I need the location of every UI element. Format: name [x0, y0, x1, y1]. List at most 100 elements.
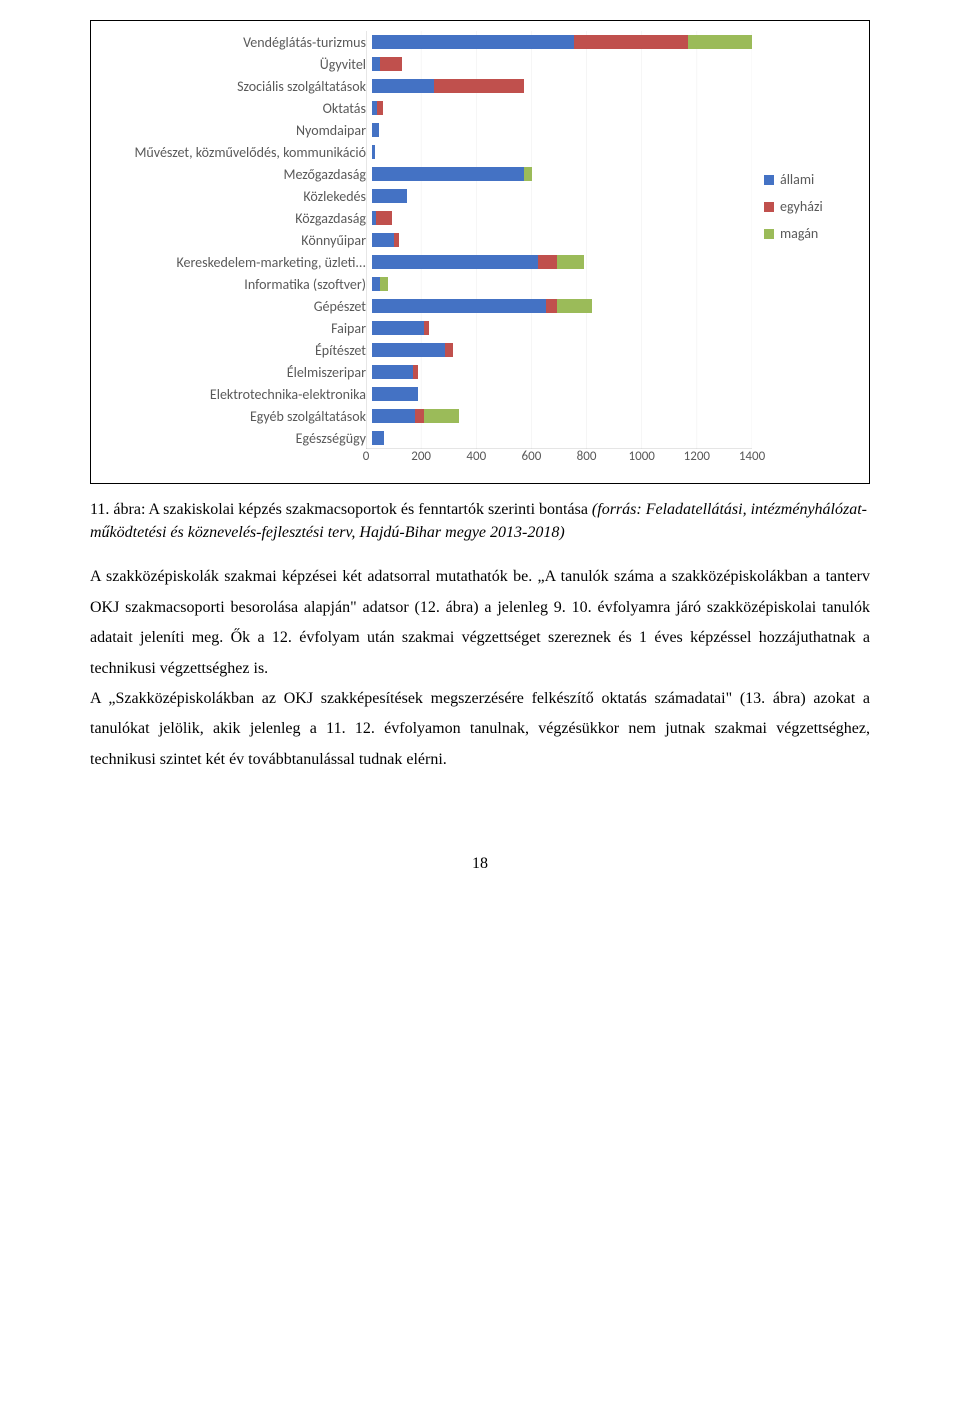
bar-track — [372, 189, 752, 203]
category-label: Gépészet — [101, 298, 372, 315]
bar-segment — [372, 255, 538, 269]
bar-track — [372, 277, 752, 291]
chart-row: Elektrotechnika-elektronika — [101, 383, 752, 405]
category-label: Vendéglátás-turizmus — [101, 34, 372, 51]
bar-track — [372, 343, 752, 357]
bar-track — [372, 145, 752, 159]
chart-row: Mezőgazdaság — [101, 163, 752, 185]
chart-row: Oktatás — [101, 97, 752, 119]
bar-track — [372, 123, 752, 137]
bar-segment — [546, 299, 557, 313]
bar-segment — [372, 189, 407, 203]
legend-label: egyházi — [780, 198, 823, 215]
bar-segment — [445, 343, 453, 357]
chart-row: Szociális szolgáltatások — [101, 75, 752, 97]
body-paragraphs: A szakközépiskolák szakmai képzései két … — [90, 562, 870, 775]
legend-swatch — [764, 175, 774, 185]
bar-track — [372, 211, 752, 225]
bar-segment — [557, 255, 584, 269]
category-label: Oktatás — [101, 100, 372, 117]
bar-segment — [376, 211, 392, 225]
x-tick-label: 0 — [363, 449, 370, 464]
caption-text: 11. ábra: A szakiskolai képzés szakmacso… — [90, 501, 867, 541]
bar-track — [372, 365, 752, 379]
legend-item: állami — [764, 171, 859, 188]
x-tick-label: 1400 — [739, 449, 765, 464]
plot-area: Vendéglátás-turizmus Ügyvitel Szociális sz… — [101, 31, 752, 473]
legend-label: állami — [780, 171, 814, 188]
chart-row: Ügyvitel — [101, 53, 752, 75]
bar-segment — [372, 167, 524, 181]
x-axis: 0200400600800100012001400 — [366, 449, 752, 473]
bar-segment — [372, 343, 445, 357]
bar-segment — [377, 101, 382, 115]
legend-swatch — [764, 229, 774, 239]
category-label: Mezőgazdaság — [101, 166, 372, 183]
chart-row: Egyéb szolgáltatások — [101, 405, 752, 427]
category-label: Faipar — [101, 320, 372, 337]
category-label: Nyomdaipar — [101, 122, 372, 139]
legend-item: magán — [764, 225, 859, 242]
bar-segment — [524, 167, 532, 181]
bar-track — [372, 167, 752, 181]
bar-segment — [372, 299, 546, 313]
bar-segment — [380, 277, 388, 291]
chart-row: Egészségügy — [101, 427, 752, 449]
chart-row: Kereskedelem-marketing, üzleti... — [101, 251, 752, 273]
bar-segment — [380, 57, 402, 71]
category-label: Egyéb szolgáltatások — [101, 408, 372, 425]
chart-legend: állami egyházi magán — [752, 171, 859, 252]
bar-segment — [424, 321, 429, 335]
bar-segment — [557, 299, 592, 313]
category-label: Egészségügy — [101, 430, 372, 447]
bar-segment — [372, 431, 384, 445]
x-tick-label: 400 — [466, 449, 486, 464]
chart-row: Faipar — [101, 317, 752, 339]
chart-row: Közgazdaság — [101, 207, 752, 229]
chart-row: Könnyűipar — [101, 229, 752, 251]
page-number: 18 — [90, 855, 870, 873]
bar-track — [372, 255, 752, 269]
category-label: Építészet — [101, 342, 372, 359]
category-label: Ügyvitel — [101, 56, 372, 73]
bar-segment — [434, 79, 524, 93]
bar-segment — [372, 387, 418, 401]
chart-row: Élelmiszeripar — [101, 361, 752, 383]
chart-row: Gépészet — [101, 295, 752, 317]
chart-row: Közlekedés — [101, 185, 752, 207]
x-tick-label: 800 — [577, 449, 597, 464]
category-label: Kereskedelem-marketing, üzleti... — [101, 254, 372, 271]
body-paragraph: A szakközépiskolák szakmai képzései két … — [90, 562, 870, 684]
legend-label: magán — [780, 225, 818, 242]
category-label: Informatika (szoftver) — [101, 276, 372, 293]
chart-row: Vendéglátás-turizmus — [101, 31, 752, 53]
bar-track — [372, 387, 752, 401]
legend-swatch — [764, 202, 774, 212]
bar-segment — [372, 365, 413, 379]
bar-segment — [372, 57, 380, 71]
bar-segment — [372, 233, 394, 247]
bar-segment — [424, 409, 459, 423]
chart-row: Művészet, közművelődés, kommunikáció — [101, 141, 752, 163]
chart-container: Vendéglátás-turizmus Ügyvitel Szociális sz… — [90, 20, 870, 484]
bar-segment — [372, 145, 375, 159]
bar-track — [372, 79, 752, 93]
bar-segment — [415, 409, 423, 423]
bar-track — [372, 409, 752, 423]
bar-track — [372, 233, 752, 247]
bar-segment — [372, 409, 415, 423]
category-label: Elektrotechnika-elektronika — [101, 386, 372, 403]
bar-segment — [394, 233, 399, 247]
bar-track — [372, 431, 752, 445]
bar-track — [372, 57, 752, 71]
bar-segment — [413, 365, 418, 379]
bar-segment — [372, 321, 424, 335]
category-label: Művészet, közművelődés, kommunikáció — [101, 144, 372, 161]
bar-segment — [688, 35, 752, 49]
category-label: Közlekedés — [101, 188, 372, 205]
bar-segment — [372, 35, 574, 49]
bar-segment — [372, 123, 379, 137]
bar-segment — [574, 35, 688, 49]
bar-track — [372, 299, 752, 313]
legend-item: egyházi — [764, 198, 859, 215]
